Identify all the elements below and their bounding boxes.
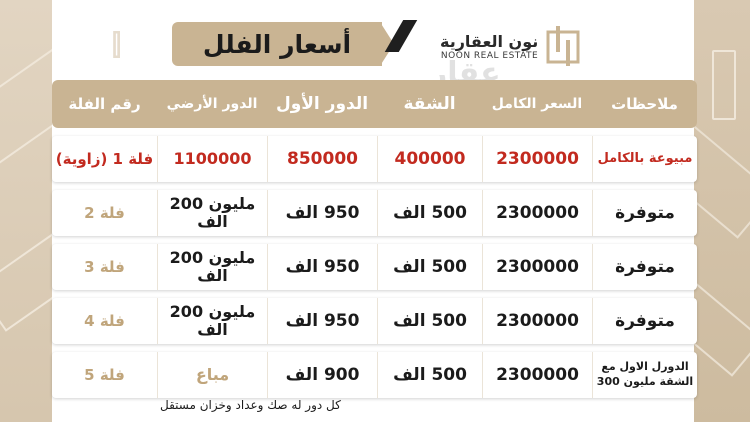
- cell-ground-floor: مباع: [157, 352, 267, 398]
- cell-apartment: 400000: [377, 136, 482, 182]
- cell-total-price: 2300000: [482, 352, 592, 398]
- cell-ground-floor: 1100000: [157, 136, 267, 182]
- page-title: أسعار الفلل: [202, 29, 352, 59]
- title-bar: أسعار الفلل: [172, 22, 382, 66]
- cell-villa-number: فلة 1 (زاوية): [55, 150, 154, 168]
- cell-notes: متوفرة: [592, 244, 697, 290]
- table-row: متوفرة 2300000 500 الف 950 الف مليون 200…: [52, 298, 697, 344]
- cell-first-floor: 950 الف: [267, 298, 377, 344]
- table-row: متوفرة 2300000 500 الف 950 الف مليون 200…: [52, 190, 697, 236]
- cell-ground-floor: مليون 200 الف: [157, 244, 267, 290]
- cell-apartment: 500 الف: [377, 352, 482, 398]
- company-logo: نون العقارية NOON REAL ESTATE: [440, 24, 590, 68]
- header-villa-number: رقم الفلة: [68, 95, 141, 113]
- cell-apartment: 500 الف: [377, 190, 482, 236]
- frame-ornament: [712, 50, 736, 120]
- cell-total-price: 2300000: [482, 190, 592, 236]
- cell-villa-number: فلة 3: [84, 258, 125, 276]
- cell-total-price: 2300000: [482, 244, 592, 290]
- cell-notes: مبيوعة بالكامل: [592, 136, 697, 182]
- header-first-floor: الدور الأول: [275, 94, 369, 114]
- cell-notes: متوفرة: [592, 298, 697, 344]
- page-title-banner: أسعار الفلل: [172, 22, 394, 66]
- cell-villa-number: فلة 5: [84, 366, 125, 384]
- cell-apartment: 500 الف: [377, 244, 482, 290]
- cell-total-price: 2300000: [482, 298, 592, 344]
- table-header-row: ملاحظات السعر الكامل الشقة الدور الأول ا…: [52, 80, 697, 128]
- title-notch: [380, 22, 394, 66]
- logo-english-name: NOON REAL ESTATE: [440, 50, 539, 61]
- left-decorative-strip: [0, 0, 52, 422]
- header-ground-floor: الدور الأرضي: [166, 95, 258, 112]
- cell-first-floor: 950 الف: [267, 190, 377, 236]
- cell-total-price: 2300000: [482, 136, 592, 182]
- table-row: مبيوعة بالكامل 2300000 400000 850000 110…: [52, 136, 697, 182]
- cell-notes: الدورل الاول مع الشقة مليون 300: [592, 352, 697, 398]
- header-total-price: السعر الكامل: [491, 96, 583, 112]
- cell-notes: متوفرة: [592, 190, 697, 236]
- logo-mark-icon: [546, 26, 580, 66]
- header-apartment: الشقة: [403, 94, 456, 114]
- cell-first-floor: 850000: [267, 136, 377, 182]
- logo-text: نون العقارية NOON REAL ESTATE: [440, 32, 538, 61]
- right-decorative-strip: [694, 0, 750, 422]
- header-notes: ملاحظات: [611, 95, 678, 113]
- cell-ground-floor: مليون 200 الف: [157, 298, 267, 344]
- cell-villa-number: فلة 2: [84, 204, 125, 222]
- villa-price-table: ملاحظات السعر الكامل الشقة الدور الأول ا…: [52, 80, 697, 398]
- table-row: الدورل الاول مع الشقة مليون 300 2300000 …: [52, 352, 697, 398]
- cell-first-floor: 950 الف: [267, 244, 377, 290]
- footer-note: كل دور له صك وعداد وخزان مستقل: [160, 398, 341, 412]
- cell-apartment: 500 الف: [377, 298, 482, 344]
- cell-ground-floor: مليون 200 الف: [157, 190, 267, 236]
- brand-mark-icon: ⫿: [112, 28, 121, 61]
- cell-first-floor: 900 الف: [267, 352, 377, 398]
- logo-arabic-name: نون العقارية: [440, 31, 539, 51]
- cell-villa-number: فلة 4: [84, 312, 125, 330]
- table-row: متوفرة 2300000 500 الف 950 الف مليون 200…: [52, 244, 697, 290]
